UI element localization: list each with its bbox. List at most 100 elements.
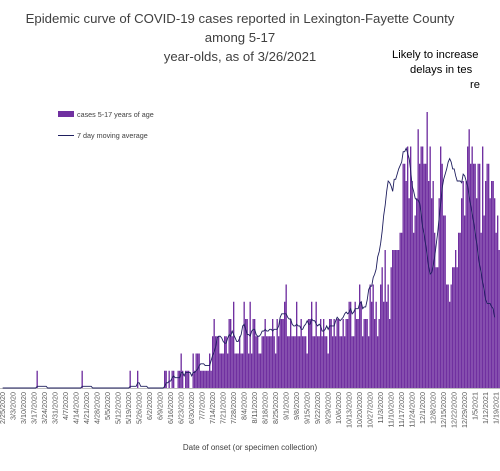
bar <box>225 336 227 388</box>
bar <box>390 267 392 388</box>
bar <box>129 370 131 388</box>
bar <box>273 336 275 388</box>
bar <box>425 163 427 388</box>
bar <box>438 198 440 388</box>
legend-bar-swatch <box>58 111 74 117</box>
bar <box>173 370 175 388</box>
bar <box>323 319 325 388</box>
bar <box>261 336 263 388</box>
bar <box>351 336 353 388</box>
bar <box>177 370 179 388</box>
bar <box>459 232 461 388</box>
bar <box>489 198 491 388</box>
bar <box>440 146 442 388</box>
bar <box>239 336 241 388</box>
annotation-line-3: re <box>470 79 480 91</box>
bar <box>290 319 292 388</box>
bar <box>209 353 211 388</box>
bar <box>182 370 184 388</box>
bar <box>36 370 38 388</box>
bar <box>344 336 346 388</box>
bar <box>416 198 418 388</box>
bar <box>429 146 431 388</box>
x-tick-label: 11/24/2020 <box>408 392 417 427</box>
bar <box>204 370 206 388</box>
bar <box>306 353 308 388</box>
bar <box>455 250 457 388</box>
bar <box>186 370 188 388</box>
x-tick-label: 10/6/2020 <box>334 392 343 424</box>
x-tick-label: 8/4/2020 <box>240 392 249 420</box>
bar <box>426 112 428 388</box>
bar <box>444 215 446 388</box>
bar <box>498 250 500 388</box>
annotation-line-2: delays in tes <box>410 64 473 76</box>
bar <box>179 370 181 388</box>
x-tick-label: 10/20/2020 <box>355 392 364 428</box>
x-tick-label: 12/29/2020 <box>460 392 469 428</box>
x-tick-label: 3/31/2020 <box>51 392 60 424</box>
bar <box>299 336 301 388</box>
bar <box>363 319 365 388</box>
bar <box>378 319 380 388</box>
bar <box>347 319 349 388</box>
bar <box>369 284 371 388</box>
x-tick-label: 4/7/2020 <box>61 392 70 420</box>
bar <box>411 181 413 388</box>
bar <box>219 353 221 388</box>
bar <box>300 319 302 388</box>
bar <box>461 198 463 388</box>
bar <box>413 232 415 388</box>
x-tick-label: 9/1/2020 <box>282 392 291 420</box>
bar <box>360 301 362 388</box>
x-tick-label: 3/24/2020 <box>40 392 49 424</box>
bar <box>258 353 260 388</box>
bar <box>311 301 313 388</box>
bar <box>243 301 245 388</box>
x-tick-label: 4/28/2020 <box>93 392 102 424</box>
bar <box>257 336 259 388</box>
bar <box>246 319 248 388</box>
bar <box>203 370 205 388</box>
bar <box>309 319 311 388</box>
bar <box>305 336 307 388</box>
bar <box>405 181 407 388</box>
bar <box>450 284 452 388</box>
bar <box>441 163 443 388</box>
chart-title-line-1: Epidemic curve of COVID-19 cases reporte… <box>25 11 455 45</box>
bar <box>269 336 271 388</box>
x-tick-label: 7/7/2020 <box>198 392 207 420</box>
bar <box>312 336 314 388</box>
x-tick-label: 7/28/2020 <box>229 392 238 424</box>
bar <box>236 353 238 388</box>
bar <box>410 146 412 388</box>
bar <box>314 336 316 388</box>
bar <box>188 370 190 388</box>
bar <box>387 284 389 388</box>
bar <box>231 336 233 388</box>
bar <box>395 250 397 388</box>
bar <box>354 301 356 388</box>
bar <box>419 163 421 388</box>
bar <box>408 198 410 388</box>
bar <box>401 232 403 388</box>
x-tick-label: 11/17/2020 <box>397 392 406 427</box>
bar <box>381 267 383 388</box>
bar <box>288 336 290 388</box>
bar <box>443 215 445 388</box>
x-tick-label: 10/27/2020 <box>366 392 375 428</box>
bar <box>488 163 490 388</box>
x-tick-label: 8/11/2020 <box>250 392 259 423</box>
bar <box>263 336 265 388</box>
legend-line-swatch <box>58 134 74 136</box>
bar <box>206 370 208 388</box>
bar <box>165 370 167 388</box>
bar <box>371 301 373 388</box>
bar <box>422 146 424 388</box>
bar <box>270 336 272 388</box>
bar <box>362 336 364 388</box>
bar <box>210 370 212 388</box>
x-tick-label: 1/5/2021 <box>471 392 480 420</box>
x-tick-label: 5/19/2020 <box>124 392 133 424</box>
